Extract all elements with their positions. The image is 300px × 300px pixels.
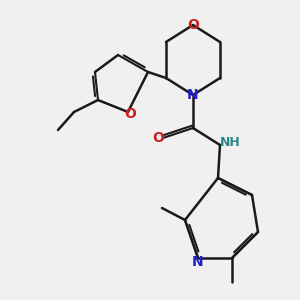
Text: O: O — [152, 131, 164, 145]
Text: N: N — [192, 255, 204, 269]
Text: N: N — [187, 88, 199, 102]
Text: O: O — [187, 18, 199, 32]
Text: NH: NH — [220, 136, 240, 149]
Text: O: O — [124, 107, 136, 121]
